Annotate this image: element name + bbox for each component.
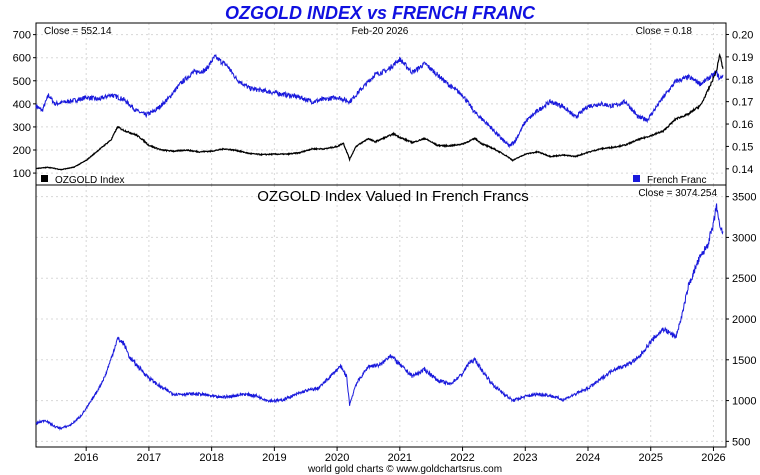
top-left-tick-label: 500 [13, 76, 31, 88]
x-tick-label: 2019 [262, 452, 286, 464]
top-right-tick-label: 0.20 [732, 29, 753, 41]
bottom-right-axis: 500 1000 1500 2000 2500 3000 3500 [726, 192, 756, 448]
legend-ozgold-swatch [41, 175, 48, 182]
footer-credit: world gold charts © www.goldchartsrus.co… [307, 464, 502, 475]
top-right-tick-label: 0.18 [732, 74, 753, 86]
chart-title: OZGOLD INDEX vs FRENCH FRANC [225, 3, 536, 23]
bottom-panel-frame [35, 184, 727, 448]
top-right-tick-label: 0.19 [732, 52, 753, 64]
bottom-panel-title: OZGOLD Index Valued In French Francs [257, 188, 529, 205]
x-tick-label: 2024 [576, 452, 600, 464]
top-left-tick-label: 600 [13, 53, 31, 65]
bottom-right-tick-label: 2500 [732, 273, 756, 285]
x-tick-label: 2022 [450, 452, 474, 464]
top-right-tick-label: 0.14 [732, 164, 753, 176]
top-left-tick-label: 700 [13, 30, 31, 42]
x-axis: 2016 2017 2018 2019 2020 2021 2022 2023 2024 2025… [74, 447, 726, 464]
x-tick-label: 2017 [137, 452, 161, 464]
top-panel-series [35, 52, 724, 171]
top-right-tick-label: 0.15 [732, 141, 753, 153]
top-left-axis: 100 200 300 400 500 600 700 [13, 30, 36, 180]
bottom-right-tick-label: 2000 [732, 314, 756, 326]
x-tick-label: 2023 [513, 452, 537, 464]
top-close-left: Close = 552.14 [44, 26, 112, 37]
x-tick-label: 2020 [325, 452, 349, 464]
x-tick-label: 2025 [638, 452, 662, 464]
legend-ozgold-label: OZGOLD Index [55, 175, 124, 186]
series-ozgold-line [35, 52, 724, 171]
top-right-tick-label: 0.17 [732, 97, 753, 109]
x-tick-label: 2021 [388, 452, 412, 464]
legend-franc-swatch [633, 175, 640, 182]
bottom-right-tick-label: 500 [732, 436, 750, 448]
top-left-tick-label: 200 [13, 145, 31, 157]
chart-date: Feb-20 2026 [352, 26, 409, 37]
series-ozgold-in-francs-line [35, 203, 724, 431]
top-close-right: Close = 0.18 [636, 26, 693, 37]
top-right-tick-label: 0.16 [732, 119, 753, 131]
bottom-right-tick-label: 1500 [732, 355, 756, 367]
bottom-right-tick-label: 1000 [732, 396, 756, 408]
bottom-right-tick-label: 3000 [732, 232, 756, 244]
legend-franc-label: French Franc [647, 175, 706, 186]
top-right-axis: 0.14 0.15 0.16 0.17 0.18 0.19 0.20 [726, 29, 753, 176]
top-left-tick-label: 400 [13, 99, 31, 111]
bottom-panel-series [35, 203, 724, 431]
top-left-tick-label: 100 [13, 168, 31, 180]
bottom-close-right: Close = 3074.254 [638, 188, 717, 199]
top-left-tick-label: 300 [13, 122, 31, 134]
bottom-right-tick-label: 3500 [732, 192, 756, 204]
series-french-franc-line [35, 53, 724, 149]
x-tick-label: 2026 [701, 452, 725, 464]
top-panel-grid [36, 23, 726, 185]
bottom-panel-grid [36, 185, 726, 447]
x-tick-label: 2016 [74, 452, 98, 464]
x-tick-label: 2018 [199, 452, 223, 464]
